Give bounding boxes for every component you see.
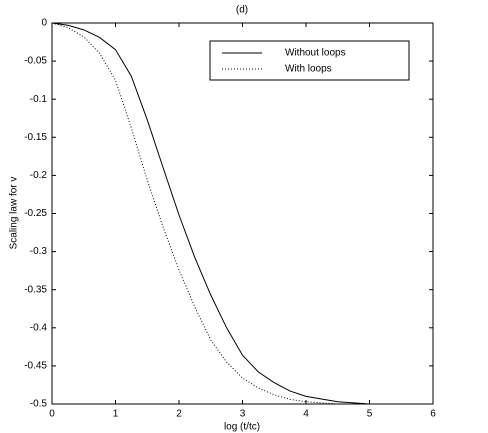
y-tick-label: -0.35 xyxy=(24,284,47,295)
x-axis-label: log (t/tc) xyxy=(224,422,260,433)
legend-label: Without loops xyxy=(285,48,346,59)
y-tick-label: -0.4 xyxy=(30,322,48,333)
x-tick-label: 2 xyxy=(176,409,182,420)
legend-label: With loops xyxy=(285,64,332,75)
chart-title: (d) xyxy=(236,5,248,16)
x-tick-label: 0 xyxy=(49,409,55,420)
y-tick-label: -0.15 xyxy=(24,132,47,143)
y-tick-label: -0.05 xyxy=(24,56,47,67)
y-tick-label: -0.5 xyxy=(30,399,48,410)
x-tick-label: 3 xyxy=(240,409,246,420)
y-tick-label: -0.1 xyxy=(30,94,48,105)
y-tick-label: -0.2 xyxy=(30,170,48,181)
x-tick-label: 4 xyxy=(303,409,309,420)
data-line xyxy=(51,22,433,405)
legend-box xyxy=(209,40,410,81)
y-tick-label: -0.45 xyxy=(24,361,47,372)
y-tick-label: -0.3 xyxy=(30,246,48,257)
x-tick-label: 6 xyxy=(430,409,436,420)
data-line xyxy=(51,22,433,405)
x-tick-label: 5 xyxy=(367,409,373,420)
y-tick-label: 0 xyxy=(41,18,47,29)
y-axis-label: Scaling law for v xyxy=(9,177,20,250)
y-tick-label: -0.25 xyxy=(24,208,47,219)
x-tick-label: 1 xyxy=(113,409,119,420)
